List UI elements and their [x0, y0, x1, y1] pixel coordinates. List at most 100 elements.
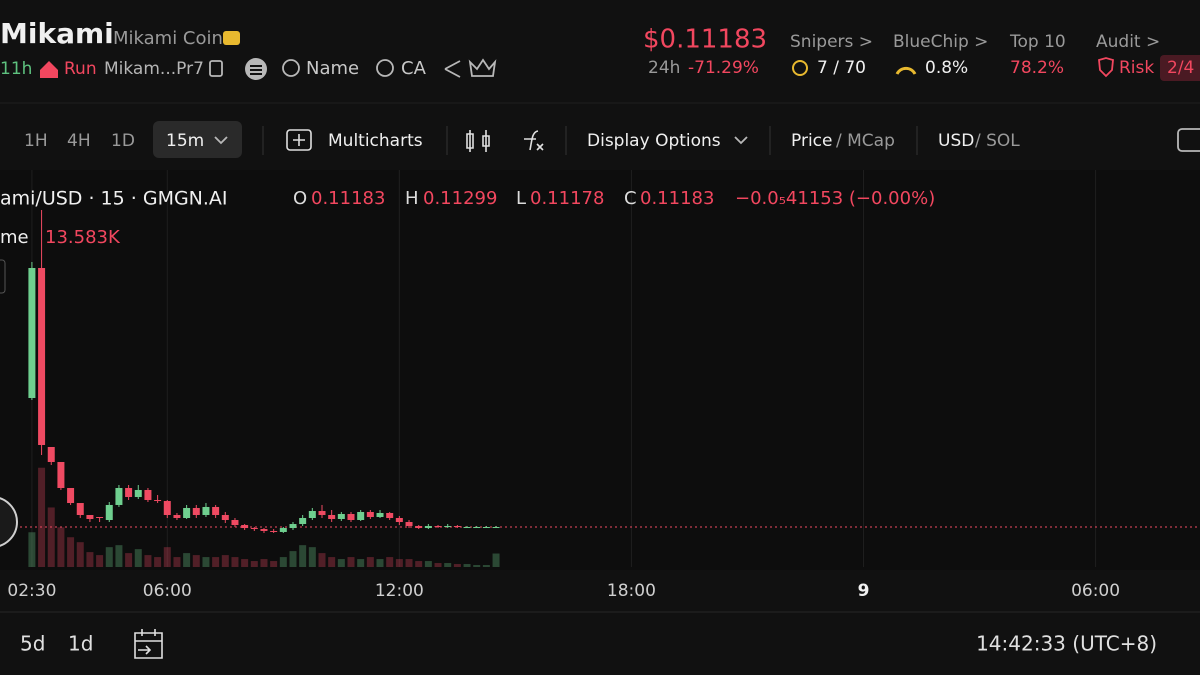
- candle-body: [57, 461, 65, 488]
- interval-selected[interactable]: 15m: [166, 131, 204, 151]
- volume-bar: [270, 561, 278, 567]
- contract-address[interactable]: Mikam...Pr7: [104, 59, 204, 79]
- candle-body: [318, 510, 326, 515]
- volume-bar: [347, 557, 355, 567]
- candle-body: [221, 514, 229, 521]
- interval[interactable]: 4H: [67, 131, 91, 151]
- shield-icon: [1098, 57, 1114, 78]
- candle-body: [212, 506, 220, 515]
- interval[interactable]: 1D: [111, 131, 135, 151]
- volume-bar: [386, 557, 394, 567]
- indicator-icon[interactable]: [466, 130, 490, 152]
- usd-toggle[interactable]: USD: [938, 131, 974, 151]
- volume-bar: [67, 537, 75, 567]
- candle-body: [299, 518, 307, 525]
- price-toggle[interactable]: Price: [791, 131, 832, 151]
- logo-button[interactable]: [0, 497, 18, 547]
- volume-bar: [357, 559, 365, 567]
- ohlc-label: C: [624, 188, 637, 209]
- x-tick-label: 02:30: [7, 581, 56, 601]
- volume-bar: [183, 553, 191, 567]
- candle-body: [173, 514, 181, 519]
- candle-body: [424, 526, 432, 529]
- candle-body: [241, 525, 249, 529]
- ohlc-value: 0.11178: [530, 188, 604, 209]
- stat-label[interactable]: BlueChip >: [893, 32, 988, 52]
- search-name[interactable]: Name: [306, 58, 359, 79]
- stat-label[interactable]: Snipers >: [790, 32, 873, 52]
- volume-bar: [337, 559, 345, 567]
- volume-bar: [173, 557, 181, 567]
- candle-body: [444, 526, 452, 528]
- volume-bar: [76, 542, 84, 567]
- volume-bar: [38, 467, 46, 567]
- token-name: Mikami: [0, 17, 114, 50]
- x-tick-label: 06:00: [1071, 581, 1120, 601]
- candle-body: [308, 510, 316, 519]
- candle-body: [395, 518, 403, 523]
- ohlc-value: 0.11183: [640, 188, 714, 209]
- stat-label[interactable]: Audit >: [1096, 32, 1160, 52]
- volume-bar: [444, 563, 452, 567]
- stat-label: Top 10: [1009, 32, 1066, 52]
- camera-icon[interactable]: [1177, 128, 1200, 152]
- candle-body: [337, 513, 345, 520]
- search-ca[interactable]: CA: [401, 58, 427, 79]
- bluechip-gauge: [895, 66, 917, 75]
- snipers-icon: [792, 60, 808, 76]
- toolbar-separators: [262, 126, 918, 155]
- range[interactable]: 5d: [20, 632, 45, 656]
- volume-bar: [405, 559, 413, 567]
- candle-body: [86, 514, 94, 520]
- price-change-legend: −0.0₅41153 (−0.00%): [735, 188, 935, 209]
- candle-body: [347, 513, 355, 521]
- interval-selected-bg[interactable]: [153, 121, 242, 158]
- search-icon[interactable]: [282, 59, 300, 77]
- candle-body: [134, 489, 142, 498]
- multicharts[interactable]: Multicharts: [328, 131, 423, 151]
- candle-body: [47, 447, 55, 462]
- price-period: 24h: [648, 58, 680, 78]
- candle-body: [492, 527, 500, 529]
- volume-bar: [47, 507, 55, 567]
- multicharts-icon[interactable]: [286, 129, 312, 151]
- share-icon[interactable]: [444, 60, 461, 78]
- volume-bar: [192, 555, 200, 567]
- mcap-toggle[interactable]: / MCap: [836, 131, 895, 151]
- candle-body: [76, 503, 84, 515]
- ohlc-label: H: [405, 188, 419, 209]
- volume-bar: [463, 564, 471, 567]
- copy-icon[interactable]: [209, 60, 223, 77]
- volume-bar: [163, 547, 171, 567]
- range[interactable]: 1d: [68, 632, 93, 656]
- volume-bar: [241, 559, 249, 567]
- interval[interactable]: 1H: [24, 131, 48, 151]
- token-full-name: Mikami Coin: [113, 28, 223, 49]
- volume-bar: [395, 559, 403, 567]
- run-label[interactable]: Run: [64, 59, 97, 79]
- volume-bar: [328, 557, 336, 567]
- risk-badge-text: 2/4: [1167, 58, 1194, 78]
- search-icon[interactable]: [376, 59, 394, 77]
- volume-bar: [96, 555, 104, 567]
- volume-bar: [299, 545, 307, 567]
- candle-body: [144, 489, 152, 501]
- sol-toggle[interactable]: / SOL: [975, 131, 1020, 151]
- crown-icon[interactable]: [468, 58, 497, 77]
- volume-bar: [221, 555, 229, 567]
- legend-toggle[interactable]: [0, 259, 6, 294]
- candle-body: [357, 511, 365, 521]
- candle-body: [289, 524, 297, 529]
- volume-bar: [28, 532, 36, 567]
- calendar-icon[interactable]: [134, 629, 163, 659]
- volume-bar: [154, 557, 162, 567]
- display-options[interactable]: Display Options: [587, 131, 721, 151]
- fx-icon[interactable]: [524, 130, 544, 151]
- token-age: 11h: [0, 59, 32, 79]
- candle-body: [202, 506, 210, 515]
- volume-bar: [86, 552, 94, 567]
- volume-bar: [57, 527, 65, 567]
- chevron: [214, 136, 228, 145]
